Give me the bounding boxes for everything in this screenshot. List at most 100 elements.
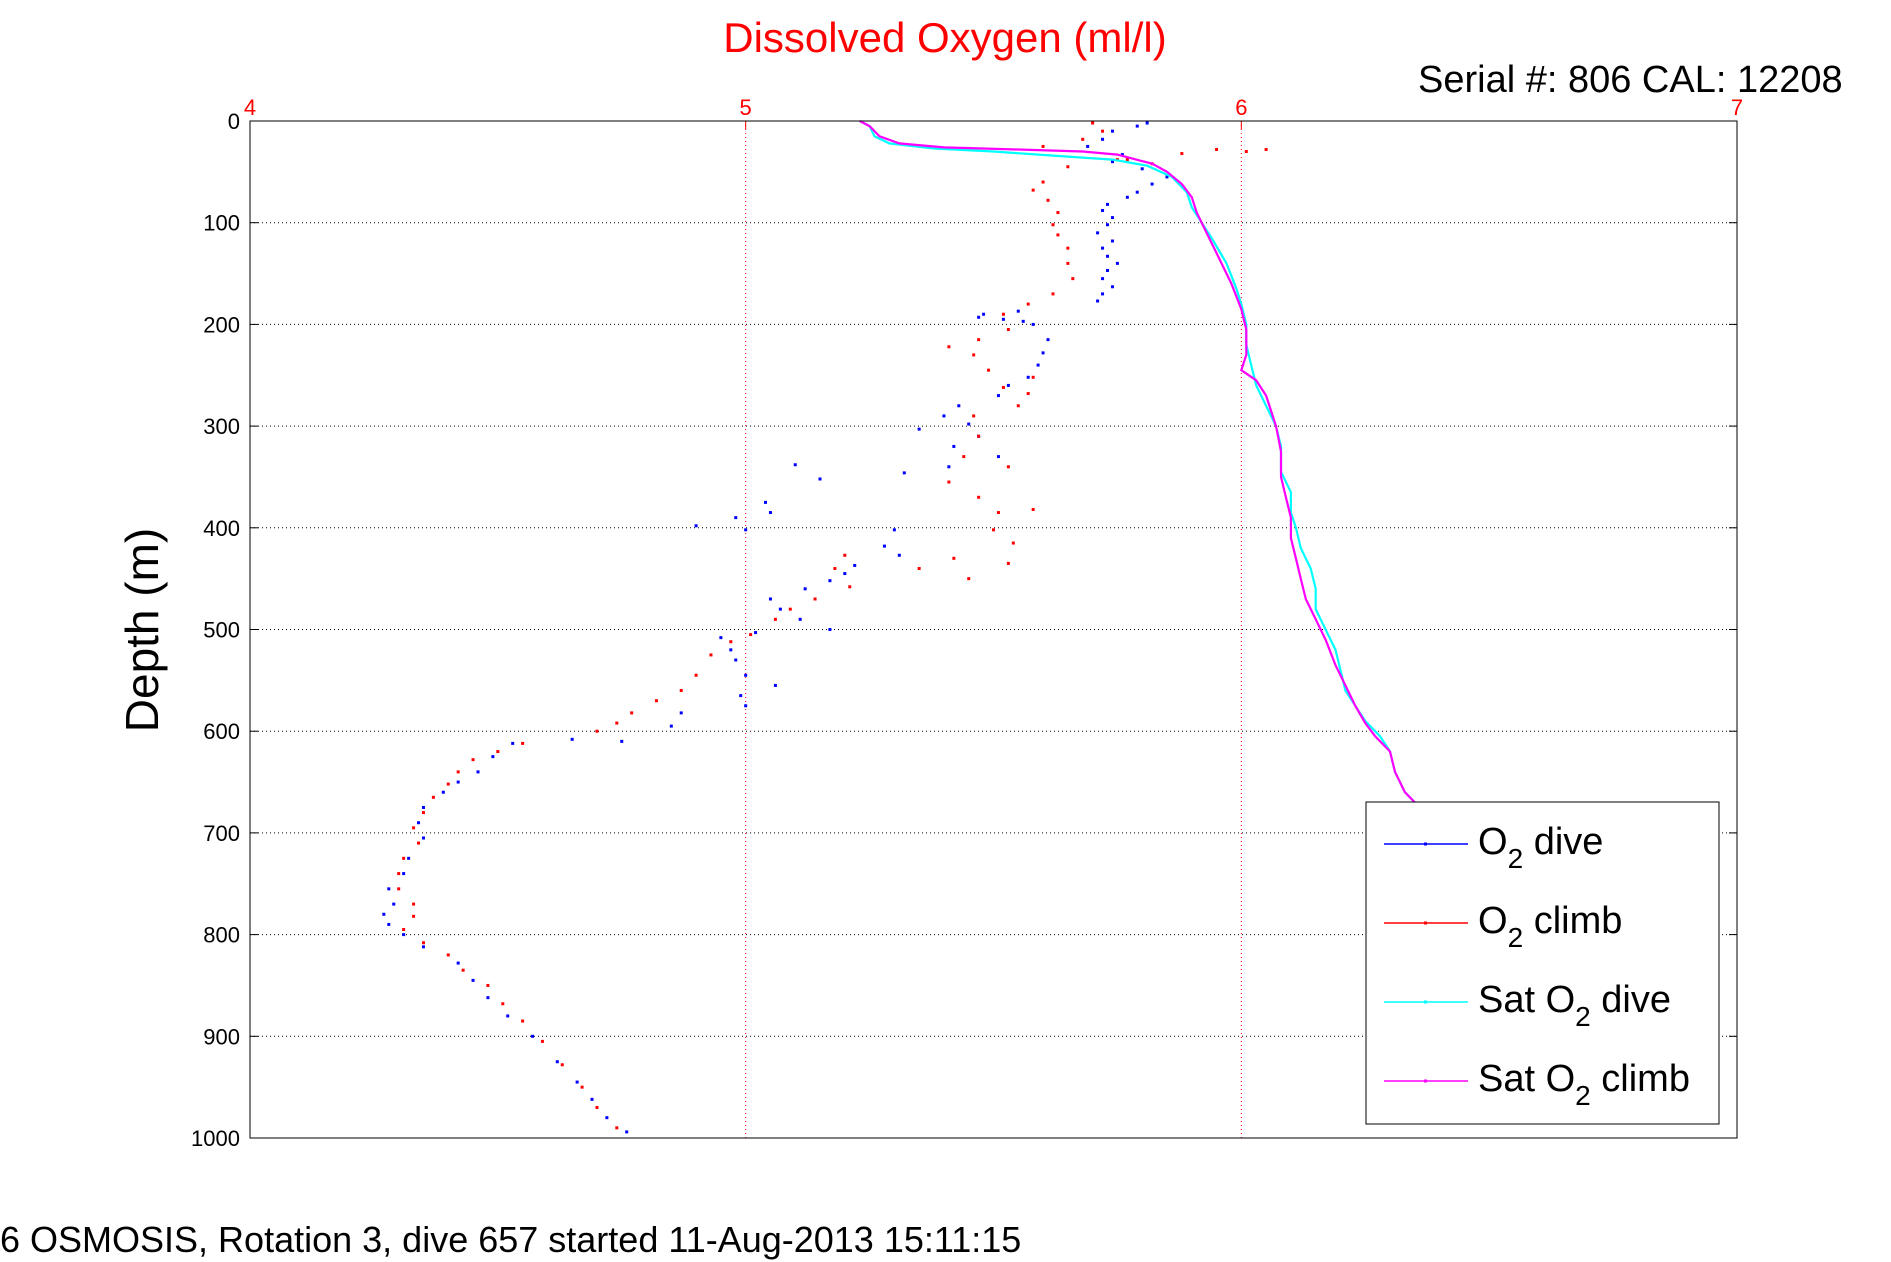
x-tick-label: 6 — [1235, 95, 1247, 120]
data-point — [1031, 375, 1035, 379]
data-point — [615, 721, 619, 725]
data-point — [471, 978, 475, 982]
data-point — [1145, 121, 1149, 125]
data-point — [1120, 153, 1124, 157]
data-point — [1096, 231, 1100, 235]
data-point — [456, 780, 460, 784]
data-point — [833, 566, 837, 570]
data-point — [773, 683, 777, 687]
data-point — [987, 368, 991, 372]
data-point — [1244, 150, 1248, 154]
data-point — [1215, 147, 1219, 151]
data-point — [1056, 211, 1060, 215]
data-point — [1041, 144, 1045, 148]
data-point — [853, 563, 857, 567]
data-point — [1086, 144, 1090, 148]
data-point — [407, 856, 411, 860]
data-point — [471, 758, 475, 762]
data-point — [1021, 319, 1025, 323]
data-point — [947, 480, 951, 484]
footer-caption: 6 OSMOSIS, Rotation 3, dive 657 started … — [0, 1219, 1021, 1260]
data-point — [1026, 375, 1030, 379]
data-point — [1006, 327, 1010, 331]
data-point — [1140, 167, 1144, 171]
data-point — [679, 689, 683, 693]
data-point — [506, 1014, 510, 1018]
data-point — [461, 968, 465, 972]
data-point — [531, 1034, 535, 1038]
data-point — [476, 770, 480, 774]
data-point — [729, 640, 733, 644]
y-axis-label: Depth (m) — [116, 528, 168, 732]
data-point — [818, 477, 822, 481]
data-point — [1036, 363, 1040, 367]
data-point — [402, 928, 406, 932]
data-point — [803, 587, 807, 591]
data-point — [977, 338, 981, 342]
data-point — [570, 737, 574, 741]
data-point — [625, 1130, 629, 1134]
legend-marker — [1424, 921, 1427, 925]
legend-marker — [1424, 1000, 1427, 1004]
data-point — [778, 607, 782, 611]
data-point — [511, 741, 515, 745]
data-point — [996, 394, 1000, 398]
y-tick-label: 0 — [228, 109, 240, 134]
series-1 — [397, 121, 1268, 1130]
data-point — [763, 500, 767, 504]
data-point — [1135, 124, 1139, 128]
data-point — [977, 315, 981, 319]
data-point — [590, 1097, 594, 1101]
data-point — [387, 887, 391, 891]
data-point — [1081, 137, 1085, 141]
data-point — [788, 607, 792, 611]
data-point — [996, 455, 1000, 459]
y-tick-label: 500 — [203, 618, 240, 643]
data-point — [917, 427, 921, 431]
legend-label: O2 climb — [1478, 900, 1622, 953]
data-point — [892, 528, 896, 532]
data-point — [1056, 233, 1060, 237]
data-point — [1026, 392, 1030, 396]
data-point — [719, 636, 723, 640]
data-point — [902, 471, 906, 475]
data-point — [496, 750, 500, 754]
data-point — [446, 782, 450, 786]
legend-label: Sat O2 dive — [1478, 979, 1671, 1032]
data-point — [972, 414, 976, 418]
plot-area — [249, 120, 1738, 1139]
data-point — [501, 1002, 505, 1006]
x-tick-label: 7 — [1731, 95, 1743, 120]
data-point — [1101, 129, 1105, 133]
data-point — [942, 414, 946, 418]
data-point — [947, 465, 951, 469]
data-point — [1046, 198, 1050, 202]
chart-title: Dissolved Oxygen (ml/l) — [723, 14, 1166, 61]
data-point — [397, 887, 401, 891]
data-point — [555, 1060, 559, 1064]
data-point — [521, 1019, 525, 1023]
data-point — [1006, 465, 1010, 469]
y-tick-label: 700 — [203, 821, 240, 846]
series-2 — [859, 120, 1416, 804]
y-tick-label: 800 — [203, 923, 240, 948]
data-point — [709, 653, 713, 657]
y-tick-label: 900 — [203, 1024, 240, 1049]
data-point — [580, 1085, 584, 1089]
y-tick-label: 1000 — [191, 1126, 240, 1151]
data-point — [486, 983, 490, 987]
data-point — [1101, 246, 1105, 250]
data-point — [1031, 188, 1035, 192]
data-point — [402, 856, 406, 860]
data-point — [387, 922, 391, 926]
data-point — [694, 673, 698, 677]
data-point — [1110, 239, 1114, 243]
data-point — [456, 770, 460, 774]
data-point — [1016, 309, 1020, 313]
data-point — [967, 422, 971, 426]
data-point — [962, 455, 966, 459]
data-point — [1001, 317, 1005, 321]
data-point — [828, 628, 832, 631]
data-point — [595, 1105, 599, 1109]
